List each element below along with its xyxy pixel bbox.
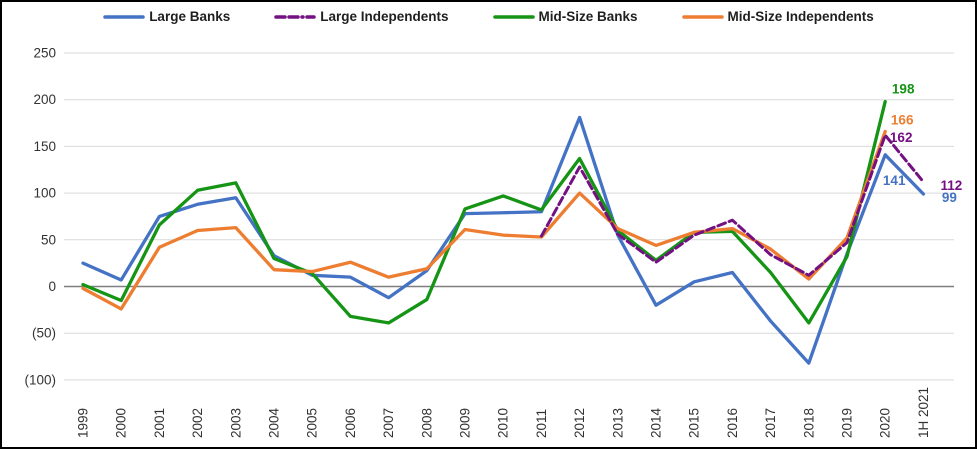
x-tick-label: 2001 (152, 408, 167, 438)
point-label: 198 (892, 82, 915, 97)
x-tick-label: 2003 (228, 408, 243, 438)
x-tick-label: 2012 (572, 408, 587, 438)
legend-item-mid-size-independents: Mid-Size Independents (681, 9, 874, 24)
x-tick-label: 2016 (725, 408, 740, 438)
legend-label: Large Independents (320, 9, 449, 24)
x-tick-label: 2007 (381, 408, 396, 438)
point-label: 112 (941, 178, 963, 193)
legend-label: Large Banks (149, 9, 231, 24)
legend-item-mid-size-banks: Mid-Size Banks (492, 9, 638, 24)
series-line-large-independents (539, 133, 925, 277)
point-label: 162 (890, 130, 913, 145)
y-tick-label: 250 (33, 46, 56, 61)
series-line-mid-size-independents (81, 129, 887, 311)
y-tick-label: 50 (41, 232, 56, 247)
x-tick-label: 2008 (419, 408, 434, 438)
y-tick-label: 100 (33, 186, 56, 201)
y-tick-label: (50) (32, 326, 56, 341)
x-tick-label: 1H 2021 (916, 387, 931, 438)
x-tick-label: 2011 (534, 409, 549, 438)
x-tick-label: 2014 (649, 407, 664, 438)
legend-item-large-banks: Large Banks (103, 9, 230, 24)
y-tick-label: (100) (24, 372, 56, 387)
legend-line-sample-icon (492, 14, 535, 19)
x-tick-label: 2002 (190, 408, 205, 438)
x-tick-label: 2004 (267, 407, 282, 438)
y-tick-label: 200 (33, 92, 56, 107)
legend-line-sample-icon (103, 14, 145, 19)
x-tick-label: 2019 (840, 408, 855, 438)
series-line-mid-size-banks (81, 99, 887, 325)
x-tick-label: 2006 (343, 408, 358, 438)
x-tick-label: 2005 (305, 408, 320, 438)
legend-line-sample-icon (274, 14, 316, 19)
point-label: 99 (942, 190, 957, 205)
legend-line-sample-icon (681, 14, 724, 19)
point-label: 166 (891, 112, 914, 127)
point-label: 141 (883, 173, 906, 188)
x-tick-label: 2010 (496, 408, 511, 438)
x-tick-label: 2020 (878, 408, 893, 438)
y-tick-label: 0 (48, 279, 56, 294)
legend-label: Mid-Size Independents (727, 9, 874, 24)
series-line-large-banks (81, 115, 926, 365)
x-tick-label: 2013 (610, 408, 625, 438)
y-tick-label: 150 (33, 139, 56, 154)
legend-label: Mid-Size Banks (538, 9, 638, 24)
x-tick-label: 2009 (458, 408, 473, 438)
x-tick-label: 2018 (801, 408, 816, 438)
legend-item-large-independents: Large Independents (274, 9, 449, 24)
legend: Large Banks Large Independents Mid-Size Ba… (2, 9, 975, 24)
x-tick-label: 2015 (687, 408, 702, 438)
x-tick-label: 1999 (76, 408, 91, 438)
x-tick-label: 2000 (114, 408, 129, 438)
x-tick-label: 2017 (763, 408, 778, 438)
